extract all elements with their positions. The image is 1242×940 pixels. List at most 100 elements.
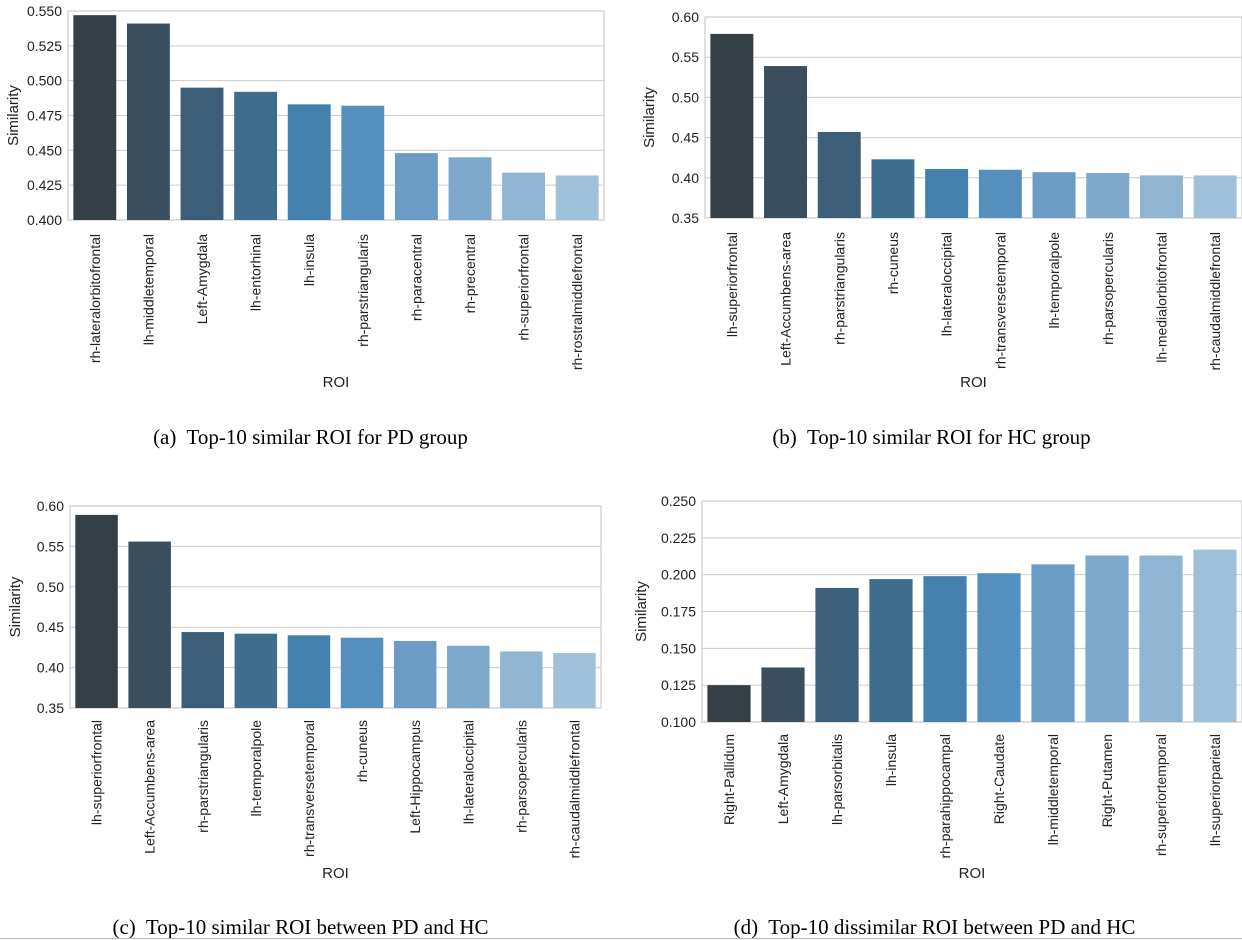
caption-label-b: (b) [772, 425, 797, 449]
chart-c: 0.35 0.40 0.45 0.50 0.55 0.60 lh-superiorfront… [7, 498, 602, 882]
bar [234, 633, 278, 708]
x-tick-label: lh-lateraloccipital [939, 232, 955, 336]
y-tick-label: 0.55 [672, 49, 699, 65]
y-tick-label: 0.425 [27, 177, 62, 193]
x-tick-label: rh-caudalmiddlefrontal [566, 720, 582, 859]
x-tick-label: rh-caudalmiddlefrontal [1207, 232, 1223, 371]
x-tick-label: Right-Putamen [1099, 734, 1115, 827]
bar [1139, 555, 1183, 722]
y-tick-label: 0.550 [27, 3, 62, 19]
x-axis-label: ROI [323, 374, 350, 391]
caption-d: (d) Top-10 dissimilar ROI between PD and… [621, 915, 1242, 940]
y-tick-label: 0.200 [661, 567, 696, 583]
bar [181, 632, 224, 708]
x-tick-label: rh-parstriangularis [195, 720, 211, 833]
caption-c: (c) Top-10 similar ROI between PD and HC [0, 915, 601, 940]
x-tick-label: lh-middletemporal [1045, 734, 1061, 845]
x-tick-label: rh-parsopercularis [1100, 232, 1116, 345]
x-tick-label: lh-superiorfrontal [89, 720, 105, 825]
y-tick-label: 0.525 [27, 38, 62, 54]
caption-text-b: Top-10 similar ROI for HC group [806, 425, 1091, 449]
panel-b: 0.35 0.40 0.45 0.50 0.55 0.60 lh-superiorfront… [621, 0, 1242, 470]
bar [869, 579, 913, 722]
y-axis-label: Similarity [633, 581, 650, 642]
bar [1139, 175, 1183, 218]
y-tick-label: 0.400 [27, 212, 62, 228]
y-tick-label: 0.40 [672, 170, 699, 186]
y-tick-label: 0.60 [672, 9, 699, 25]
bar [340, 637, 384, 708]
y-tick-label: 0.55 [37, 538, 64, 554]
bar [341, 105, 385, 220]
y-tick-label: 0.225 [661, 530, 696, 546]
bar [1193, 175, 1237, 218]
x-tick-label: lh-insula [301, 234, 317, 286]
panel-d: 0.100 0.125 0.150 0.175 0.200 0.225 0.250 Right… [621, 490, 1242, 940]
x-tick-label: Left-Hippocampus [407, 720, 423, 834]
caption-text-d: Top-10 dissimilar ROI between PD and HC [768, 915, 1136, 939]
y-tick-label: 0.45 [672, 130, 699, 146]
plot-frame [704, 16, 1242, 219]
bar [815, 587, 859, 722]
x-tick-label: rh-superiorfrontal [516, 234, 532, 341]
bar [502, 172, 546, 220]
bar [1086, 172, 1130, 218]
y-tick-label: 0.40 [37, 660, 64, 676]
caption-label-c: (c) [112, 915, 136, 939]
plot-frame [701, 500, 1242, 723]
x-tick-label: Right-Pallidum [721, 734, 737, 825]
x-tick-label: Left-Amygdala [775, 734, 791, 824]
bar [234, 91, 278, 221]
y-tick-label: 0.50 [37, 579, 64, 595]
chart-a: 0.400 0.425 0.450 0.475 0.500 0.525 0.550 rh-la… [5, 3, 605, 391]
x-tick-label: lh-middletemporal [140, 234, 156, 345]
x-tick-label: rh-parstriangularis [831, 232, 847, 345]
y-tick-label: 0.450 [27, 142, 62, 158]
x-tick-label: lh-parsorbitalis [829, 734, 845, 825]
bar [555, 175, 599, 220]
bar [180, 87, 224, 220]
panel-a: 0.400 0.425 0.450 0.475 0.500 0.525 0.550 rh-la… [0, 0, 621, 470]
bar [923, 576, 967, 722]
bar [128, 541, 171, 708]
bar [287, 635, 331, 708]
y-tick-label: 0.100 [661, 714, 696, 730]
x-tick-label: lh-entorhinal [248, 234, 264, 311]
x-tick-label: rh-transversetemporal [992, 232, 1008, 369]
bar [707, 685, 751, 722]
bar [1032, 172, 1076, 218]
x-axis-label: ROI [960, 374, 987, 391]
caption-label-a: (a) [153, 425, 177, 449]
bar [925, 168, 969, 218]
x-tick-label: Left-Amygdala [194, 234, 210, 324]
y-tick-label: 0.150 [661, 640, 696, 656]
bar [126, 23, 170, 220]
panel-c: 0.35 0.40 0.45 0.50 0.55 0.60 lh-superiorfront… [0, 490, 621, 940]
bar [500, 651, 543, 708]
caption-label-d: (d) [733, 915, 759, 939]
y-tick-label: 0.250 [661, 493, 696, 509]
bar [710, 33, 754, 218]
x-tick-label: rh-cuneus [885, 232, 901, 294]
caption-b: (b) Top-10 similar ROI for HC group [621, 425, 1242, 450]
bar [871, 159, 915, 218]
bar [761, 667, 805, 722]
x-tick-label: lh-temporalpole [248, 720, 264, 817]
x-tick-label: rh-rostralmiddlefrontal [569, 234, 585, 370]
x-tick-label: rh-lateralorbitofrontal [87, 234, 103, 363]
y-tick-label: 0.35 [37, 700, 64, 716]
x-tick-label: rh-parsopercularis [513, 720, 529, 833]
x-tick-label: rh-paracentral [408, 234, 424, 321]
x-tick-label: rh-parahippocampal [937, 734, 953, 859]
plot-frame [69, 505, 602, 709]
bar [393, 640, 437, 708]
bar [394, 153, 438, 220]
page-bottom-rule [0, 938, 1242, 939]
chart-d: 0.100 0.125 0.150 0.175 0.200 0.225 0.250 Right… [633, 493, 1242, 882]
y-tick-label: 0.500 [27, 73, 62, 89]
y-axis-label: Similarity [5, 85, 22, 146]
chart-b: 0.35 0.40 0.45 0.50 0.55 0.60 lh-superiorfront… [641, 9, 1242, 391]
bar [553, 653, 596, 708]
bar [978, 169, 1022, 218]
y-tick-label: 0.125 [661, 677, 696, 693]
